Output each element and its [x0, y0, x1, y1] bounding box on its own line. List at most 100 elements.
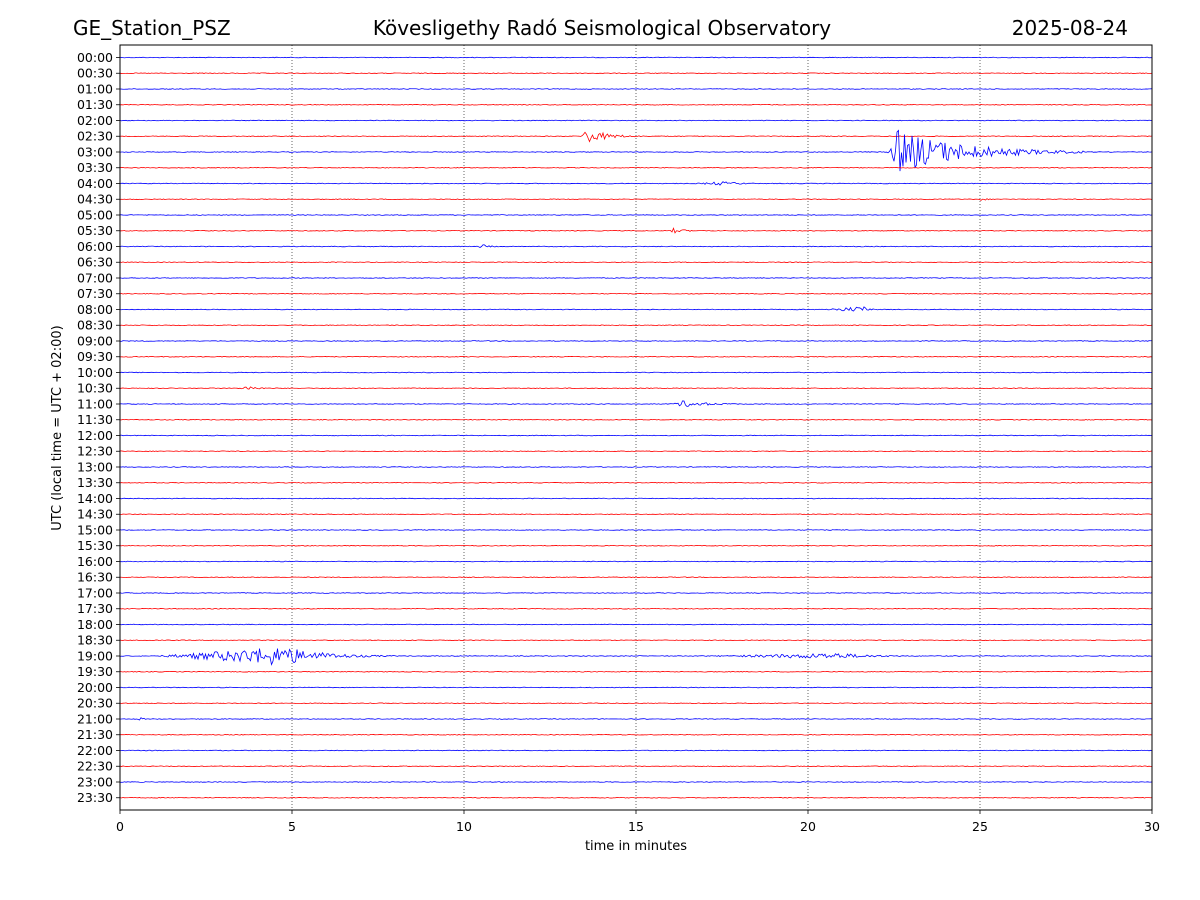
trace-1300	[119, 466, 1153, 468]
y-tick-label: 16:30	[77, 570, 113, 585]
y-tick-label: 23:00	[77, 774, 113, 789]
y-tick-label: 01:00	[77, 81, 113, 96]
y-tick-label: 03:00	[77, 144, 113, 159]
y-tick-label: 08:30	[77, 318, 113, 333]
y-tick-label: 09:30	[77, 349, 113, 364]
trace-lines	[119, 56, 1153, 799]
x-axis-label: time in minutes	[585, 839, 687, 854]
trace-2130	[119, 733, 1153, 736]
station-label: GE_Station_PSZ	[73, 16, 231, 40]
y-tick-label: 03:30	[77, 160, 113, 175]
trace-1830	[119, 639, 1153, 642]
y-tick-label: 07:30	[77, 286, 113, 301]
y-tick-label: 11:00	[77, 396, 113, 411]
y-tick-label: 17:30	[77, 601, 113, 616]
trace-0230	[119, 131, 1153, 143]
x-tick-label: 0	[116, 819, 124, 834]
trace-1430	[119, 513, 1152, 516]
x-tick-label: 25	[972, 819, 988, 834]
trace-0530	[119, 227, 1153, 234]
trace-2200	[119, 749, 1153, 752]
y-tick-label: 07:00	[77, 270, 113, 285]
y-tick-label: 04:00	[77, 176, 113, 191]
trace-0600	[119, 244, 1153, 248]
y-tick-label: 05:00	[77, 207, 113, 222]
y-axis: 00:0000:3001:0001:3002:0002:3003:0003:30…	[77, 50, 120, 805]
y-tick-label: 22:30	[77, 759, 113, 774]
trace-1400	[119, 497, 1153, 500]
trace-2100	[119, 717, 1153, 721]
trace-1230	[119, 450, 1153, 453]
y-tick-label: 04:30	[77, 192, 113, 207]
y-tick-label: 15:00	[77, 522, 113, 537]
trace-1000	[119, 371, 1153, 374]
trace-2330	[119, 796, 1153, 799]
y-tick-label: 13:00	[77, 459, 113, 474]
y-tick-label: 06:00	[77, 239, 113, 254]
observatory-title: Kövesligethy Radó Seismological Observat…	[372, 16, 832, 40]
trace-0930	[119, 355, 1153, 358]
y-tick-label: 06:30	[77, 255, 113, 270]
trace-1100	[119, 400, 1153, 407]
y-tick-label: 19:00	[77, 648, 113, 663]
trace-1130	[119, 418, 1153, 421]
y-tick-label: 22:00	[77, 743, 113, 758]
y-tick-label: 21:00	[77, 711, 113, 726]
trace-0400	[119, 181, 1153, 186]
y-tick-label: 14:00	[77, 491, 113, 506]
x-tick-label: 30	[1144, 819, 1160, 834]
trace-2300	[119, 781, 1153, 783]
trace-2230	[119, 765, 1153, 768]
trace-1700	[119, 592, 1153, 594]
trace-1600	[119, 560, 1153, 563]
y-tick-label: 18:30	[77, 633, 113, 648]
trace-0830	[119, 324, 1153, 327]
trace-1530	[119, 544, 1153, 547]
y-tick-label: 10:00	[77, 365, 113, 380]
trace-1330	[119, 481, 1153, 484]
trace-1630	[119, 576, 1153, 579]
y-tick-label: 21:30	[77, 727, 113, 742]
trace-0000	[119, 56, 1153, 59]
y-tick-label: 14:30	[77, 507, 113, 522]
y-axis-label: UTC (local time = UTC + 02:00)	[50, 325, 65, 530]
y-tick-label: 13:30	[77, 475, 113, 490]
x-tick-label: 20	[800, 819, 816, 834]
x-axis: 0 5 10 15 20 25 30	[116, 810, 1160, 834]
y-tick-label: 19:30	[77, 664, 113, 679]
grid-lines	[291, 45, 981, 810]
trace-0200	[119, 119, 1153, 122]
y-tick-label: 16:00	[77, 554, 113, 569]
trace-0730	[119, 292, 1153, 295]
y-tick-label: 17:00	[77, 585, 113, 600]
trace-0330	[119, 166, 1153, 169]
date-label: 2025-08-24	[1011, 16, 1128, 40]
trace-0300	[119, 129, 1153, 172]
trace-1800	[119, 623, 1153, 626]
y-tick-label: 20:30	[77, 696, 113, 711]
x-tick-label: 5	[288, 819, 296, 834]
y-tick-label: 20:00	[77, 680, 113, 695]
x-tick-label: 10	[456, 819, 472, 834]
y-tick-label: 10:30	[77, 381, 113, 396]
trace-0030	[119, 72, 1153, 75]
y-tick-label: 08:00	[77, 302, 113, 317]
trace-1930	[119, 670, 1153, 673]
y-tick-label: 18:00	[77, 617, 113, 632]
y-tick-label: 02:30	[77, 129, 113, 144]
y-tick-label: 11:30	[77, 412, 113, 427]
trace-1500	[119, 529, 1153, 531]
y-tick-label: 12:30	[77, 444, 113, 459]
trace-1200	[119, 434, 1153, 437]
y-tick-label: 01:30	[77, 97, 113, 112]
trace-1900	[119, 648, 1153, 666]
x-tick-label: 15	[628, 819, 644, 834]
y-tick-label: 05:30	[77, 223, 113, 238]
trace-0500	[119, 214, 1153, 216]
trace-0700	[119, 277, 1153, 279]
trace-0630	[119, 261, 1153, 264]
trace-1730	[119, 607, 1153, 610]
y-tick-label: 09:00	[77, 333, 113, 348]
trace-0900	[119, 340, 1153, 342]
y-tick-label: 12:00	[77, 428, 113, 443]
